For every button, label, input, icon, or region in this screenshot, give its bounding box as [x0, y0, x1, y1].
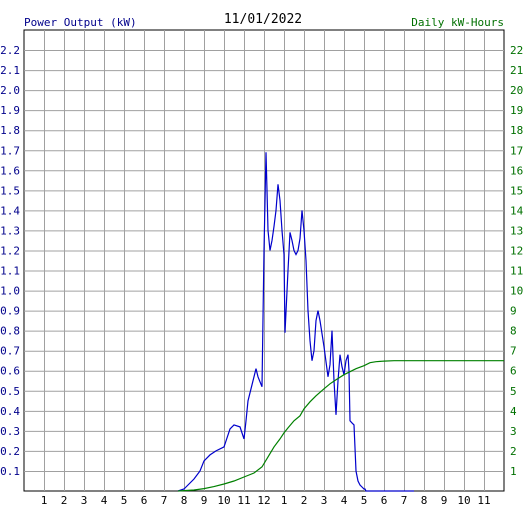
left-tick-label: 0.2 [0, 445, 20, 458]
left-tick-label: 0.5 [0, 385, 20, 398]
x-tick-label: 12 [257, 494, 270, 507]
left-tick-label: 2.2 [0, 44, 20, 57]
left-tick-label: 0.7 [0, 345, 20, 358]
x-tick-label: 6 [381, 494, 388, 507]
left-tick-label: 0.9 [0, 305, 20, 318]
x-tick-label: 5 [121, 494, 128, 507]
right-tick-label: 3 [510, 425, 517, 438]
x-tick-label: 4 [341, 494, 348, 507]
left-tick-label: 1.8 [0, 124, 20, 137]
left-tick-label: 2.1 [0, 64, 20, 77]
left-tick-label: 1.2 [0, 244, 20, 257]
x-tick-label: 5 [361, 494, 368, 507]
right-tick-label: 9 [510, 305, 517, 318]
right-tick-label: 21 [510, 64, 523, 77]
x-tick-label: 10 [457, 494, 470, 507]
right-tick-label: 17 [510, 144, 523, 157]
daily-kwh-series-line [177, 360, 504, 492]
left-tick-label: 0.6 [0, 365, 20, 378]
left-tick-label: 1.6 [0, 164, 20, 177]
left-tick-label: 1.7 [0, 144, 20, 157]
x-tick-label: 2 [61, 494, 68, 507]
x-tick-label: 10 [217, 494, 230, 507]
right-tick-label: 13 [510, 224, 523, 237]
right-tick-label: 20 [510, 84, 523, 97]
left-axis-label: Power Output (kW) [24, 16, 137, 29]
x-tick-label: 9 [201, 494, 208, 507]
left-tick-label: 1.5 [0, 184, 20, 197]
x-tick-label: 11 [477, 494, 490, 507]
x-tick-label: 7 [401, 494, 408, 507]
right-tick-label: 4 [510, 405, 517, 418]
right-tick-label: 14 [510, 204, 524, 217]
right-tick-label: 16 [510, 164, 523, 177]
left-tick-label: 1.4 [0, 204, 20, 217]
right-tick-label: 22 [510, 44, 523, 57]
chart-title: 11/01/2022 [224, 12, 302, 27]
right-tick-label: 19 [510, 104, 523, 117]
right-tick-label: 6 [510, 365, 517, 378]
x-tick-label: 1 [41, 494, 48, 507]
x-tick-label: 8 [181, 494, 188, 507]
left-tick-label: 0.3 [0, 425, 20, 438]
x-tick-label: 6 [141, 494, 148, 507]
right-tick-label: 1 [510, 465, 517, 478]
right-tick-label: 5 [510, 385, 517, 398]
x-tick-label: 2 [301, 494, 308, 507]
left-tick-label: 0.4 [0, 405, 20, 418]
x-tick-label: 7 [161, 494, 168, 507]
x-tick-label: 8 [421, 494, 428, 507]
left-tick-label: 0.8 [0, 325, 20, 338]
x-tick-label: 3 [81, 494, 88, 507]
right-tick-label: 12 [510, 244, 523, 257]
left-tick-label: 2.0 [0, 84, 20, 97]
chart-grid [23, 29, 505, 492]
right-tick-label: 10 [510, 285, 523, 298]
right-axis-label: Daily kW-Hours [411, 16, 504, 29]
right-tick-label: 8 [510, 325, 517, 338]
right-tick-label: 15 [510, 184, 523, 197]
power-output-series-line [177, 152, 414, 492]
chart-series [177, 152, 504, 492]
x-tick-label: 11 [237, 494, 250, 507]
x-tick-label: 9 [441, 494, 448, 507]
left-tick-label: 1.1 [0, 265, 20, 278]
right-tick-label: 2 [510, 445, 517, 458]
right-tick-label: 11 [510, 265, 523, 278]
right-tick-label: 18 [510, 124, 523, 137]
left-tick-label: 0.1 [0, 465, 20, 478]
x-tick-label: 4 [101, 494, 108, 507]
left-tick-label: 1.9 [0, 104, 20, 117]
chart-labels: 11/01/2022 Power Output (kW) Daily kW-Ho… [0, 12, 523, 507]
right-tick-label: 7 [510, 345, 517, 358]
left-tick-label: 1.3 [0, 224, 20, 237]
left-tick-label: 1.0 [0, 285, 20, 298]
x-tick-label: 3 [321, 494, 328, 507]
x-tick-label: 1 [281, 494, 288, 507]
